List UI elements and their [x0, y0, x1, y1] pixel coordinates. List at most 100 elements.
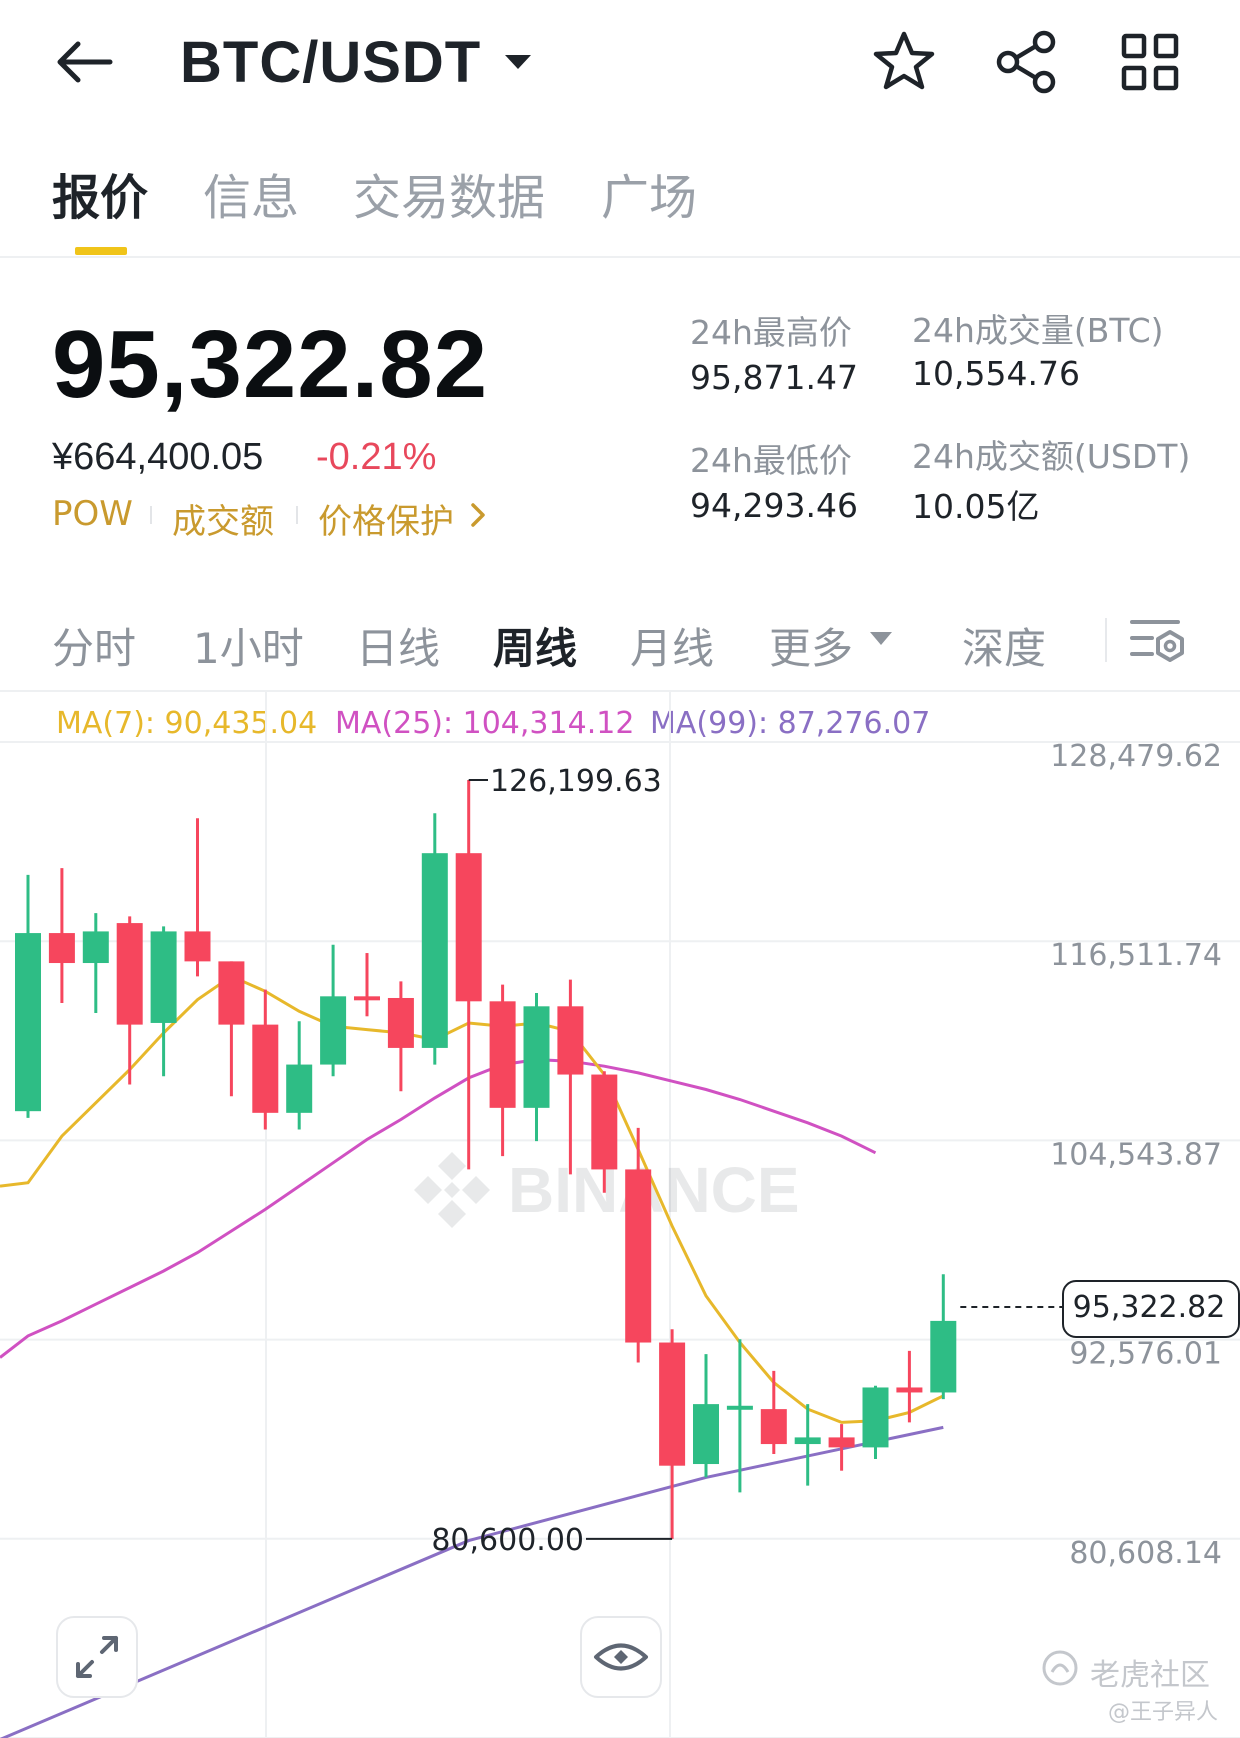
toolbar-divider [1105, 618, 1107, 662]
ma25-legend: MA(25): 104,314.12 [335, 706, 635, 741]
ma7-legend: MA(7): 90,435.04 [56, 706, 318, 741]
candle-body [252, 1024, 279, 1113]
candle-body [150, 931, 177, 1023]
candle-body [625, 1169, 652, 1343]
candle-body [828, 1437, 855, 1448]
current-price-marker-label: 95,322.82 [1072, 1290, 1226, 1325]
candle-body [218, 961, 245, 1025]
stat-high-label: 24h最高价 [690, 313, 852, 352]
favorite-button[interactable] [868, 26, 940, 98]
tag-price-protection[interactable]: 价格保护 [318, 502, 454, 542]
tab-trading-data[interactable]: 交易数据 [353, 170, 546, 226]
candle-body [387, 997, 414, 1048]
interval-1h[interactable]: 1小时 [193, 624, 304, 673]
expand-icon [76, 1636, 118, 1678]
credit-sub-watermark: @王子异人 [1108, 1700, 1219, 1725]
chevron-right-icon [471, 503, 485, 527]
candle-body [184, 931, 211, 962]
tab-info[interactable]: 信息 [203, 170, 300, 226]
caret-down-icon [505, 55, 532, 69]
candle-body [896, 1387, 923, 1393]
candle-body [693, 1404, 719, 1465]
star-icon [873, 31, 935, 90]
y-tick-label: 128,479.62 [1050, 739, 1222, 774]
candle-body [116, 923, 143, 1025]
candle-body [82, 931, 109, 964]
credit-watermark: 老虎社区 [1090, 1658, 1210, 1693]
ma99-line [0, 1425, 944, 1738]
candle-body [591, 1074, 618, 1170]
candle-body [659, 1342, 686, 1466]
tag-separator [150, 506, 152, 524]
candle-body [48, 933, 75, 964]
price-change: -0.21% [316, 436, 437, 478]
share-button[interactable] [990, 26, 1062, 98]
stat-vol-usdt-value: 10.05亿 [912, 487, 1040, 526]
binance-watermark: BINANCE [414, 1152, 800, 1228]
ma25-line [0, 1058, 877, 1359]
grid-icon [1121, 33, 1179, 91]
tag-turnover[interactable]: 成交额 [172, 502, 274, 542]
y-tick-label: 68,640.26 [1069, 1735, 1222, 1738]
ma-lines [0, 974, 944, 1738]
back-button[interactable] [48, 22, 128, 102]
pair-title: BTC/USDT [180, 29, 482, 95]
share-icon [996, 30, 1056, 94]
watermark-text: BINANCE [508, 1154, 800, 1226]
y-tick-label: 80,608.14 [1069, 1536, 1222, 1571]
y-tick-label: 116,511.74 [1050, 938, 1222, 973]
chart-settings-icon[interactable] [1128, 614, 1186, 666]
ma99-legend: MA(99): 87,276.07 [650, 706, 931, 741]
low-price-label: 80,600.00 [431, 1523, 584, 1558]
cny-price: ¥664,400.05 [52, 436, 264, 478]
candle-body [320, 996, 347, 1065]
visibility-button[interactable] [580, 1616, 662, 1698]
chart-annotations: 126,199.63 80,600.00 [431, 764, 1062, 1558]
current-price-marker [1062, 1280, 1240, 1338]
pair-selector[interactable]: BTC/USDT [180, 22, 533, 102]
candle-body [489, 1001, 516, 1108]
candle-body [862, 1387, 889, 1448]
interval-depth[interactable]: 深度 [962, 624, 1047, 673]
candle-body [421, 853, 448, 1048]
tag-pow[interactable]: POW [52, 494, 133, 534]
interval-daily[interactable]: 日线 [356, 624, 441, 673]
candle-body [354, 996, 380, 1001]
tabs-divider [0, 256, 1240, 258]
candle-body [15, 933, 41, 1112]
candle-body [557, 1006, 584, 1075]
candle-body [930, 1320, 957, 1393]
stat-high-value: 95,871.47 [690, 358, 858, 397]
back-arrow-icon [57, 41, 113, 83]
last-price: 95,322.82 [52, 311, 489, 418]
candlestick-chart[interactable]: BINANCE 128,479.62 116,511.74 104,543.87 92… [0, 692, 1240, 1738]
candle-body [726, 1405, 753, 1410]
stat-low-value: 94,293.46 [690, 486, 858, 525]
high-price-label: 126,199.63 [490, 764, 662, 799]
interval-more[interactable]: 更多 [769, 624, 854, 673]
tab-quote[interactable]: 报价 [52, 170, 149, 226]
chart-top-divider [0, 690, 1240, 692]
candle-body [523, 1006, 550, 1108]
candle-body [794, 1437, 821, 1445]
y-tick-label: 104,543.87 [1050, 1137, 1222, 1172]
y-axis-labels: 128,479.62 116,511.74 104,543.87 92,576.01 8… [1050, 739, 1222, 1738]
tab-square[interactable]: 广场 [601, 170, 698, 226]
candle-body [760, 1409, 787, 1445]
tag-separator [296, 506, 298, 524]
candles [15, 779, 957, 1539]
interval-timeshare[interactable]: 分时 [52, 624, 137, 673]
candle-body [455, 853, 482, 1002]
candle-body [286, 1064, 313, 1113]
y-tick-label: 92,576.01 [1069, 1337, 1222, 1372]
fullscreen-button[interactable] [56, 1616, 138, 1698]
tiger-logo-icon [1042, 1650, 1078, 1686]
grid-menu-button[interactable] [1114, 26, 1186, 98]
stat-vol-btc-value: 10,554.76 [912, 354, 1080, 393]
interval-weekly[interactable]: 周线 [493, 624, 578, 673]
stat-low-label: 24h最低价 [690, 441, 852, 480]
eye-icon [594, 1643, 648, 1671]
interval-monthly[interactable]: 月线 [630, 624, 715, 673]
stat-vol-btc-label: 24h成交量(BTC) [912, 311, 1164, 350]
active-tab-indicator [75, 247, 127, 255]
